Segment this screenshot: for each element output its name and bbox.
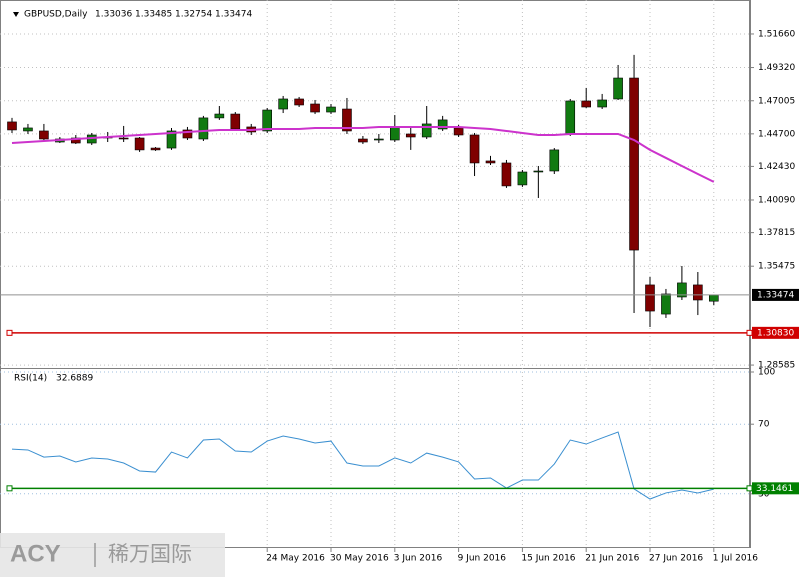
y-tick-label: 70 — [758, 420, 770, 430]
y-tick-label: 1.51660 — [758, 29, 795, 39]
candle-body — [310, 103, 320, 113]
candle-body — [118, 137, 129, 140]
candle-body — [437, 119, 448, 130]
x-tick-label: 27 Jun 2016 — [649, 554, 703, 564]
x-tick-label: 30 May 2016 — [330, 554, 389, 564]
candle-body — [581, 100, 592, 108]
watermark-box — [0, 533, 225, 577]
candle-body — [294, 98, 304, 106]
hline-handle — [746, 485, 753, 492]
candle-body — [405, 133, 416, 138]
moving-average — [11, 125, 715, 183]
symbol-title: GBPUSD,Daily — [24, 10, 88, 20]
watermark-chinese: 稀万国际 — [108, 542, 192, 566]
header-close: 1.33474 — [215, 10, 252, 20]
candle-body — [39, 130, 49, 140]
hline-handle — [6, 485, 13, 492]
candle-body — [693, 284, 703, 301]
candle-body — [469, 134, 480, 164]
y-tick-label: 1.37815 — [758, 228, 795, 238]
x-tick-label: 24 May 2016 — [266, 554, 325, 564]
candle-body — [677, 282, 687, 298]
rsi-title: RSI(14) — [14, 374, 47, 384]
hline-label-box — [752, 482, 799, 495]
candle-body — [613, 77, 623, 100]
candle-body — [134, 137, 145, 151]
candle-body — [708, 294, 719, 302]
candle-body — [358, 138, 368, 143]
x-tick-label: 21 Jun 2016 — [585, 554, 639, 564]
header-high: 1.33485 — [135, 10, 172, 20]
candle-body — [549, 149, 560, 172]
y-tick-label: 1.44700 — [758, 129, 795, 139]
candle-body — [485, 160, 496, 164]
hline-label: 1.30830 — [757, 328, 794, 338]
candle-body — [214, 113, 225, 119]
hline-handle — [6, 329, 13, 336]
hline-handle — [746, 329, 753, 336]
candle-body — [71, 137, 81, 144]
candle-body — [374, 138, 384, 141]
y-tick-label: 1.49320 — [758, 63, 795, 73]
y-tick-label: 1.47005 — [758, 96, 795, 106]
y-tick-label: 1.35475 — [758, 262, 795, 272]
candle-body — [421, 123, 432, 138]
candle-body — [182, 129, 193, 139]
y-tick-label: 1.40090 — [758, 195, 795, 205]
header-open: 1.33036 — [95, 10, 132, 20]
candle-body — [262, 109, 273, 132]
current-price-label: 1.33474 — [757, 290, 794, 300]
plot-frame — [0, 0, 750, 548]
candle-body — [7, 121, 17, 131]
candle-body — [230, 113, 241, 130]
candle-body — [661, 293, 671, 315]
watermark-brand: ACY — [10, 540, 61, 567]
candle-body — [198, 117, 209, 140]
candle-body — [453, 127, 464, 136]
y-tick-label: 100 — [758, 368, 775, 378]
y-tick-label: 1.28585 — [758, 361, 795, 371]
hline-label-box — [752, 326, 799, 339]
candle-body — [326, 106, 336, 113]
candle-body — [565, 100, 576, 135]
candle-body — [597, 99, 607, 108]
y-tick-label: 1.42430 — [758, 162, 795, 172]
candle-body — [629, 77, 639, 251]
x-tick-label: 9 Jun 2016 — [458, 554, 507, 564]
candle-body — [278, 98, 288, 110]
x-tick-label: 15 Jun 2016 — [521, 554, 575, 564]
candle-body — [166, 130, 177, 149]
candle-body — [517, 171, 528, 186]
rsi-value: 32.6889 — [56, 374, 93, 384]
candle-body — [501, 162, 512, 187]
candle-body — [150, 147, 161, 151]
header-arrow — [13, 12, 19, 17]
x-tick-label: 1 Jul 2016 — [713, 554, 758, 564]
candle-body — [23, 127, 33, 132]
candle-body — [342, 108, 352, 132]
hline-label: 33.1461 — [756, 484, 793, 494]
candle-body — [533, 170, 544, 173]
candle-body — [389, 126, 400, 141]
current-price-box — [752, 288, 799, 301]
header-low: 1.32754 — [175, 10, 212, 20]
candle-body — [645, 284, 655, 312]
rsi-line — [11, 431, 714, 500]
x-tick-label: 3 Jun 2016 — [394, 554, 443, 564]
